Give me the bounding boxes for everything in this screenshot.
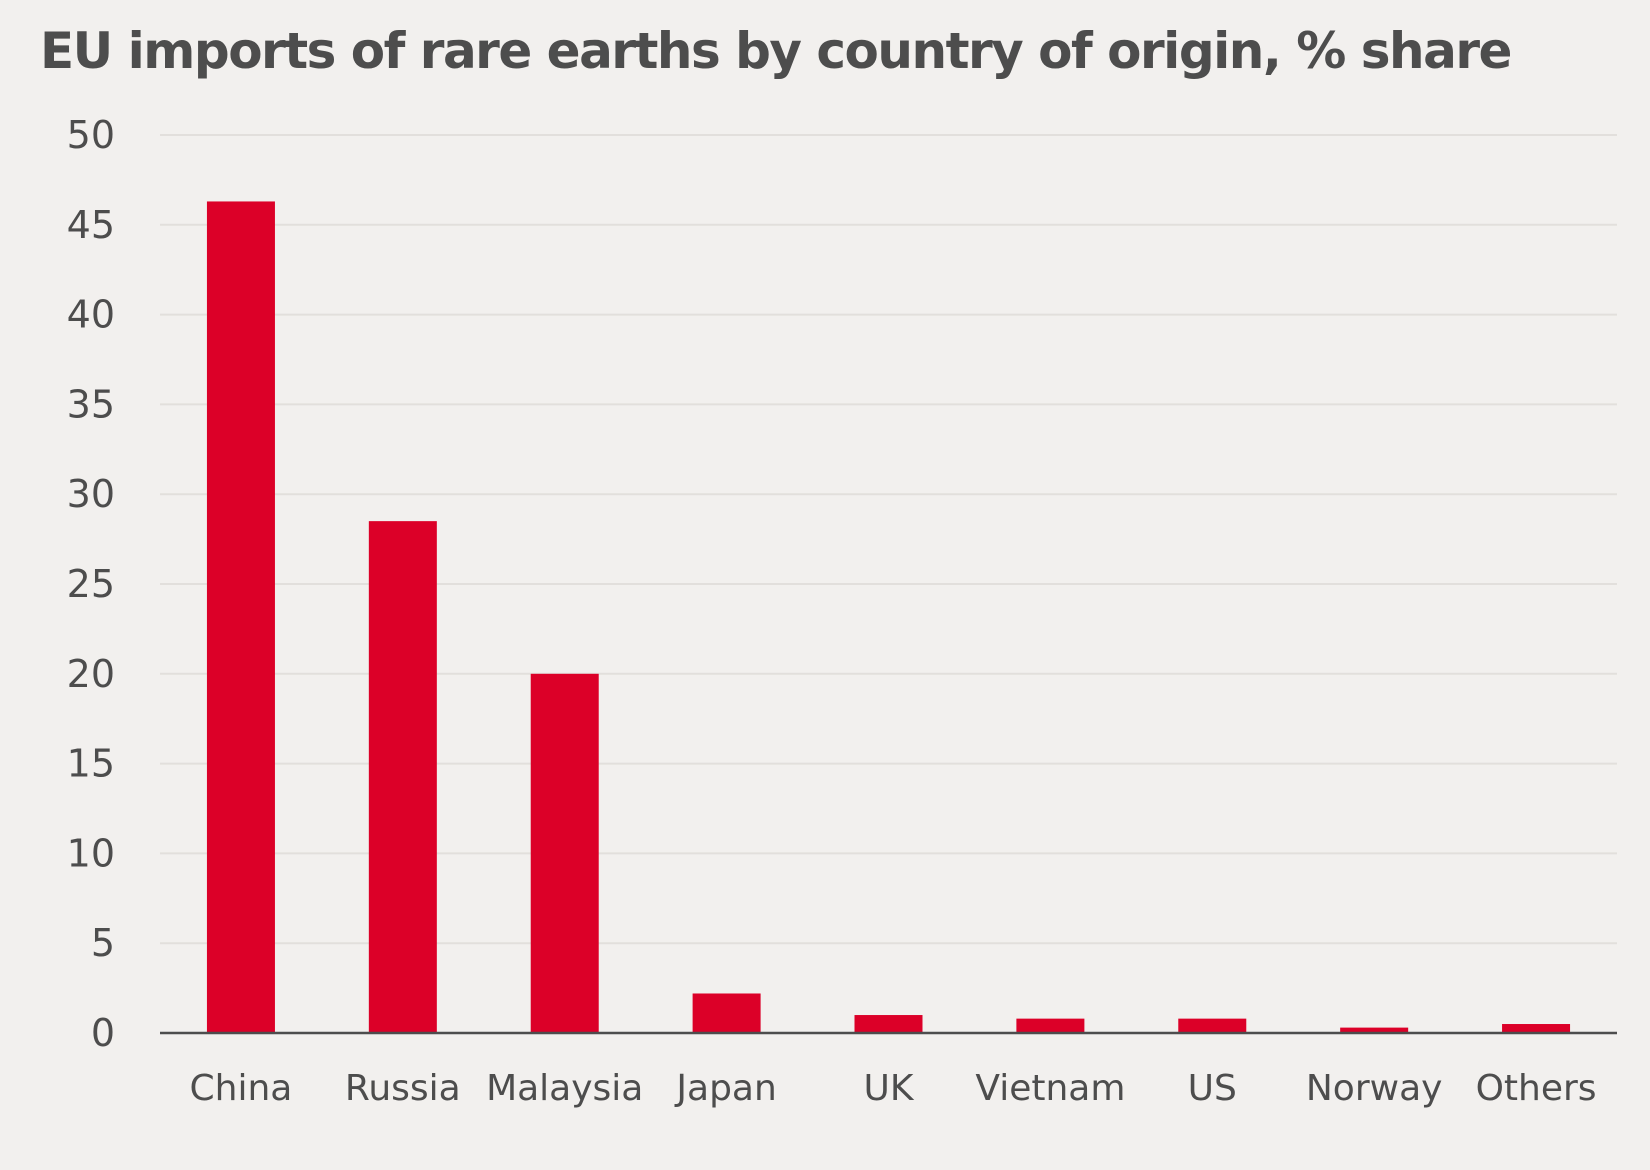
- x-tick-label: Russia: [345, 1068, 461, 1109]
- x-tick-label: UK: [864, 1068, 915, 1109]
- x-tick-label: Others: [1476, 1068, 1597, 1109]
- y-tick-label: 50: [67, 113, 115, 157]
- x-tick-label: Malaysia: [486, 1068, 643, 1109]
- chart-title: EU imports of rare earths by country of …: [40, 22, 1512, 80]
- bar-uk: [854, 1015, 923, 1033]
- y-tick-label: 15: [67, 742, 115, 786]
- y-tick-label: 5: [91, 921, 115, 965]
- bar-us: [1178, 1018, 1247, 1033]
- bar-japan: [692, 993, 761, 1033]
- bar-china: [206, 201, 275, 1033]
- y-tick-label: 25: [67, 562, 115, 606]
- y-tick-label: 0: [91, 1011, 115, 1055]
- y-tick-label: 20: [67, 652, 115, 696]
- bar-russia: [368, 521, 437, 1033]
- y-tick-label: 10: [67, 831, 115, 875]
- x-tick-label: China: [190, 1068, 293, 1109]
- y-tick-label: 45: [67, 203, 115, 247]
- bar-vietnam: [1016, 1018, 1085, 1033]
- bar-malaysia: [530, 673, 599, 1033]
- x-tick-label: Vietnam: [975, 1068, 1125, 1109]
- y-tick-label: 30: [67, 472, 115, 516]
- y-tick-label: 40: [67, 293, 115, 337]
- bar-others: [1502, 1024, 1571, 1033]
- x-tick-label: Japan: [674, 1068, 776, 1109]
- bar-norway: [1340, 1027, 1409, 1033]
- x-tick-label: Norway: [1306, 1068, 1443, 1109]
- x-tick-label: US: [1188, 1068, 1237, 1109]
- y-tick-label: 35: [67, 382, 115, 426]
